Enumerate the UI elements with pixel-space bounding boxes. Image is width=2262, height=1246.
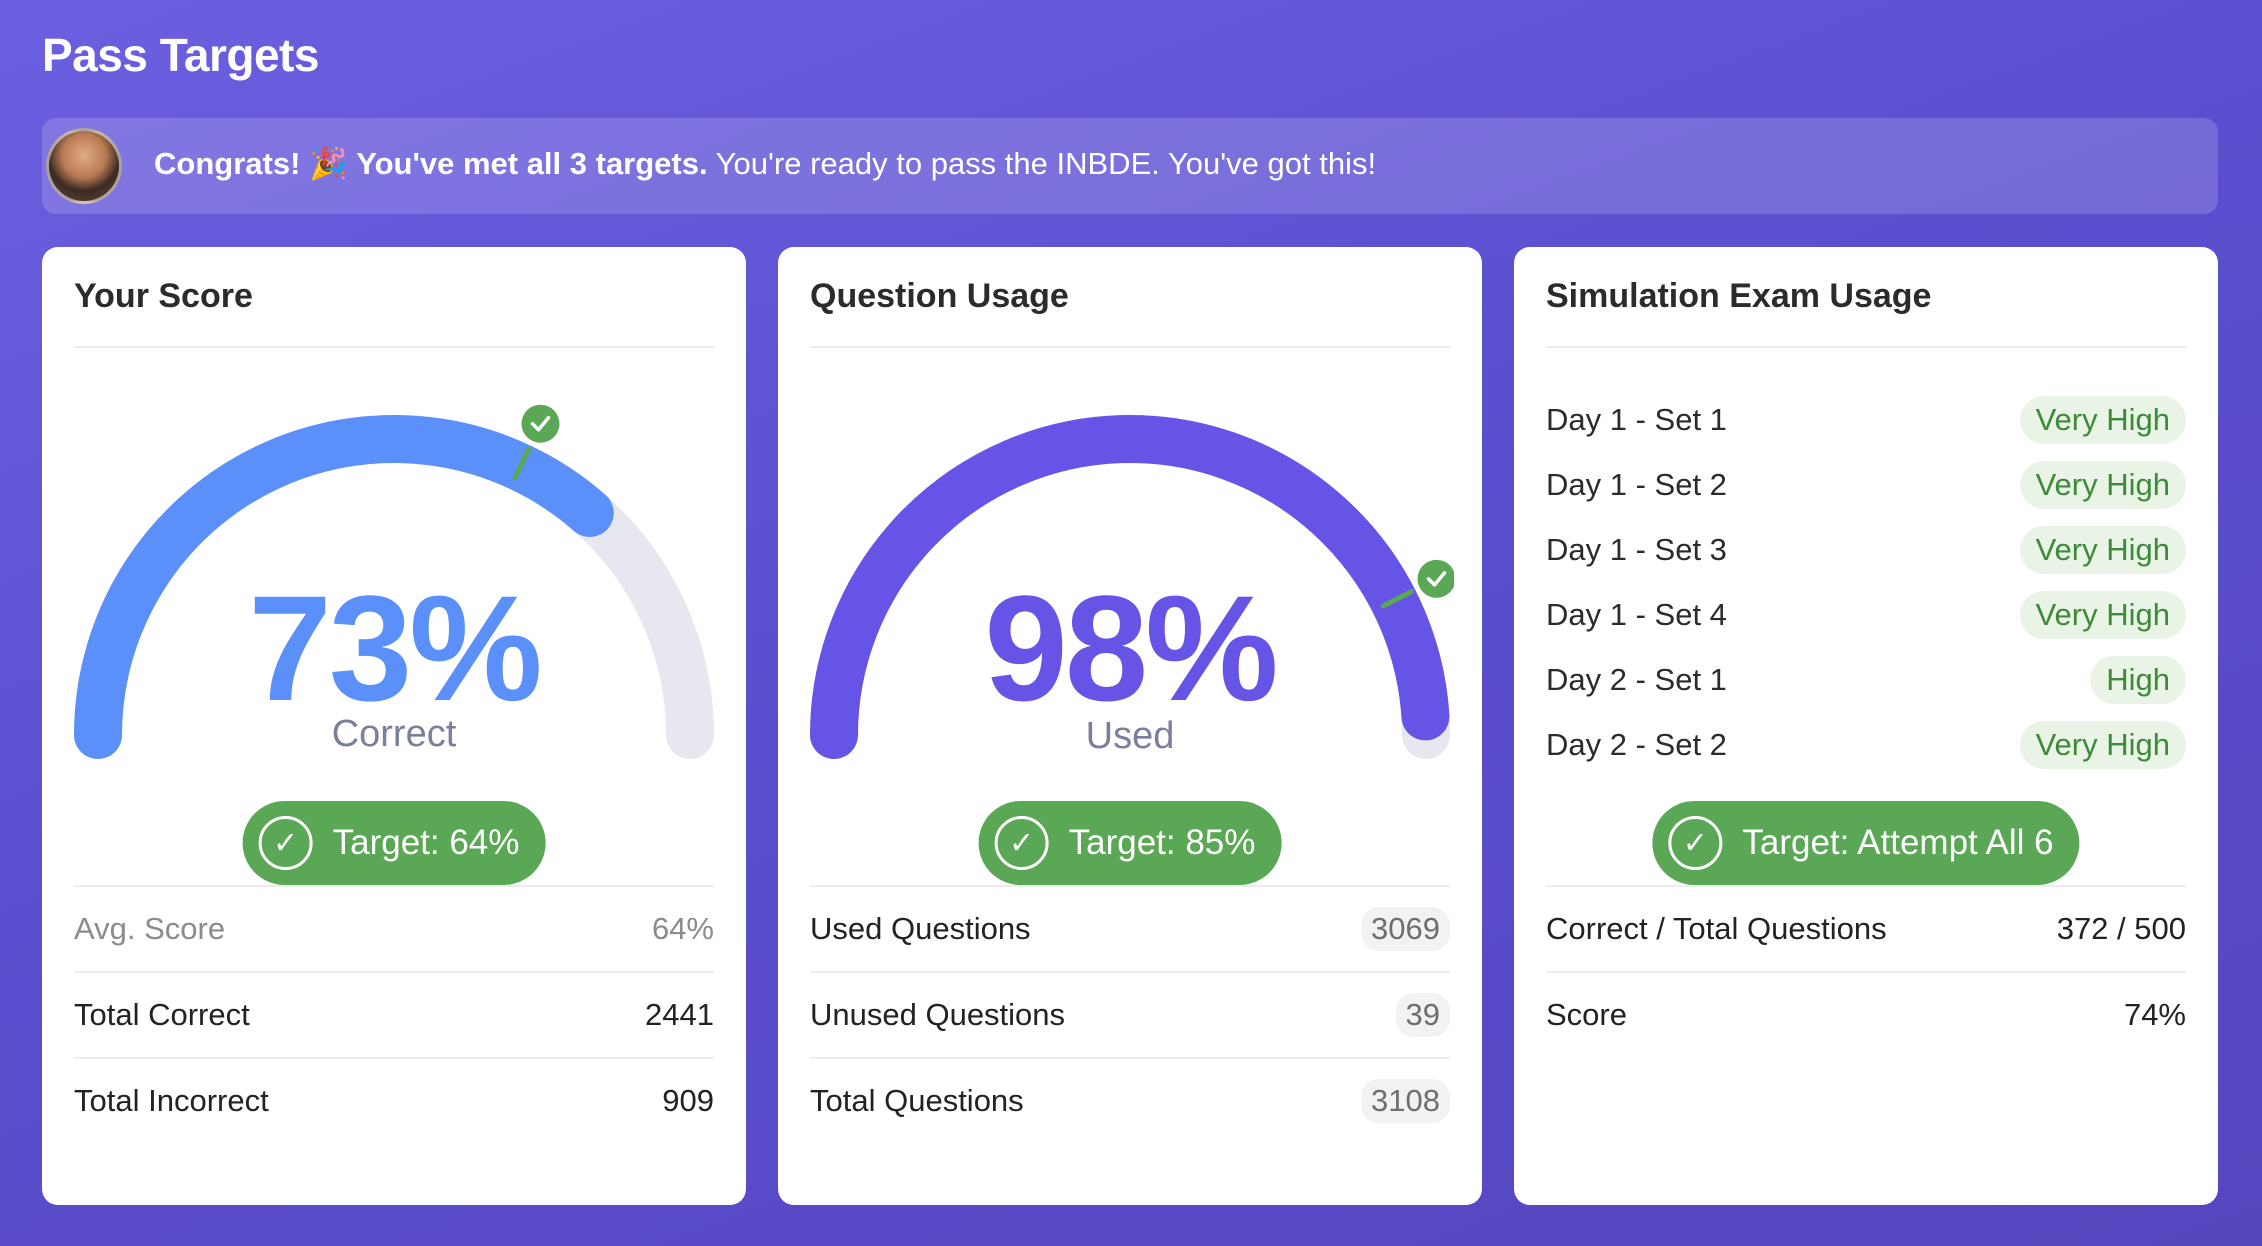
banner-body: You're ready to pass the INBDE. You've g…	[715, 146, 1377, 181]
level-badge: Very High	[2019, 460, 2186, 509]
usage-card: Question Usage 98% Used ✓ Target: 85% Us…	[778, 247, 1482, 1205]
checkmark-icon	[530, 415, 551, 432]
stat-label: Total Correct	[74, 997, 250, 1032]
level-badge: Very High	[2019, 525, 2186, 574]
stat-label: Score	[1546, 997, 1627, 1032]
usage-target-label: Target: 85%	[1068, 823, 1256, 862]
stat-value: 39	[1395, 993, 1450, 1037]
score-label: Correct	[331, 713, 457, 755]
score-target-label: Target: 64%	[332, 823, 520, 862]
target-check-icon	[1417, 559, 1454, 598]
set-label: Day 1 - Set 2	[1546, 466, 1727, 502]
banner-met-targets: You've met all 3 targets.	[356, 146, 708, 181]
score-card: Your Score 73% Correct ✓ Target: 64% Avg…	[42, 247, 746, 1205]
stat-row: Total Correct 2441	[74, 971, 714, 1057]
usage-value: 98%	[984, 564, 1278, 732]
stat-row: Total Incorrect 909	[74, 1057, 714, 1143]
simulation-set-list: Day 1 - Set 1 Very High Day 1 - Set 2 Ve…	[1546, 387, 2186, 777]
stat-value: 372 / 500	[2056, 911, 2186, 946]
simulation-set-row: Day 1 - Set 2 Very High	[1546, 452, 2186, 517]
simulation-set-row: Day 2 - Set 2 Very High	[1546, 712, 2186, 777]
stat-label: Correct / Total Questions	[1546, 911, 1887, 946]
stat-label: Used Questions	[810, 911, 1031, 946]
sim-target-label: Target: Attempt All 6	[1742, 823, 2054, 862]
congrats-banner	[42, 118, 2218, 214]
score-value: 73%	[248, 564, 542, 732]
checkmark-icon	[1426, 571, 1447, 587]
check-circle-icon: ✓	[258, 816, 313, 870]
banner-message: Congrats! 🎉 You've met all 3 targets. Yo…	[154, 145, 1376, 182]
simulation-set-row: Day 1 - Set 1 Very High	[1546, 387, 2186, 452]
card-title: Simulation Exam Usage	[1546, 277, 1932, 315]
stat-row: Score 74%	[1546, 971, 2186, 1057]
score-gauge	[74, 404, 714, 759]
stat-value: 3069	[1361, 907, 1450, 951]
target-marker	[512, 446, 532, 481]
stat-value: 74%	[2123, 997, 2186, 1032]
level-badge: High	[2090, 655, 2186, 704]
check-circle-icon: ✓	[1668, 816, 1723, 870]
set-label: Day 2 - Set 2	[1546, 726, 1727, 762]
gauge-fill	[74, 415, 614, 759]
stat-row: Avg. Score 64%	[74, 885, 714, 971]
simulation-set-row: Day 1 - Set 4 Very High	[1546, 582, 2186, 647]
set-label: Day 1 - Set 1	[1546, 401, 1727, 437]
stat-value: 909	[662, 1083, 714, 1118]
stat-value: 64%	[651, 911, 714, 946]
set-label: Day 1 - Set 3	[1546, 531, 1727, 567]
simulation-set-row: Day 1 - Set 3 Very High	[1546, 517, 2186, 582]
divider	[1546, 346, 2186, 348]
level-badge: Very High	[2019, 590, 2186, 639]
divider	[74, 346, 714, 348]
usage-stats: Used Questions 3069 Unused Questions 39 …	[810, 885, 1450, 1143]
target-check-icon	[521, 404, 560, 443]
stat-value: 3108	[1361, 1079, 1450, 1123]
divider	[810, 346, 1450, 348]
target-marker	[1380, 589, 1415, 609]
card-title: Question Usage	[810, 277, 1069, 315]
stat-label: Total Questions	[810, 1083, 1024, 1118]
banner-congrats: Congrats! 🎉	[154, 146, 348, 181]
stat-label: Unused Questions	[810, 997, 1066, 1032]
usage-target-pill: ✓ Target: 85%	[978, 801, 1282, 885]
level-badge: Very High	[2019, 395, 2186, 444]
stat-label: Avg. Score	[74, 911, 226, 946]
stat-row: Unused Questions 39	[810, 971, 1450, 1057]
stat-label: Total Incorrect	[74, 1083, 269, 1118]
stat-value: 2441	[645, 997, 714, 1032]
avatar	[46, 128, 122, 204]
set-label: Day 2 - Set 1	[1546, 661, 1727, 697]
level-badge: Very High	[2019, 720, 2186, 769]
simulation-card: Simulation Exam Usage Day 1 - Set 1 Very…	[1514, 247, 2218, 1205]
stat-row: Total Questions 3108	[810, 1057, 1450, 1143]
stat-row: Correct / Total Questions 372 / 500	[1546, 885, 2186, 971]
score-stats: Avg. Score 64% Total Correct 2441 Total …	[74, 885, 714, 1143]
usage-label: Used	[1085, 715, 1175, 757]
sim-stats: Correct / Total Questions 372 / 500 Scor…	[1546, 885, 2186, 1057]
sim-target-pill: ✓ Target: Attempt All 6	[1652, 801, 2080, 885]
usage-gauge	[810, 415, 1454, 759]
check-circle-icon: ✓	[994, 816, 1049, 870]
simulation-set-row: Day 2 - Set 1 High	[1546, 647, 2186, 712]
score-target-pill: ✓ Target: 64%	[242, 801, 546, 885]
gauge-fill	[810, 415, 1450, 759]
page-title: Pass Targets	[42, 29, 319, 81]
set-label: Day 1 - Set 4	[1546, 596, 1727, 632]
stat-row: Used Questions 3069	[810, 885, 1450, 971]
card-title: Your Score	[74, 277, 253, 315]
